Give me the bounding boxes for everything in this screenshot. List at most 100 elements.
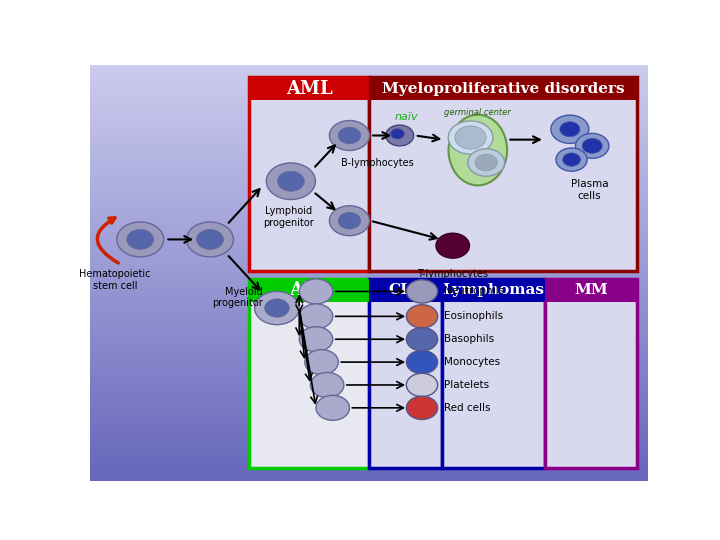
Bar bbox=[90, 268, 648, 273]
Circle shape bbox=[391, 129, 404, 139]
Bar bbox=[90, 402, 648, 406]
Bar bbox=[90, 327, 648, 331]
Circle shape bbox=[300, 327, 333, 352]
Bar bbox=[90, 140, 648, 144]
Bar bbox=[90, 127, 648, 131]
Bar bbox=[90, 265, 648, 268]
Bar bbox=[90, 239, 648, 244]
Bar bbox=[90, 476, 648, 481]
Circle shape bbox=[127, 230, 153, 249]
Bar bbox=[90, 98, 648, 102]
Bar bbox=[90, 202, 648, 206]
Bar bbox=[90, 114, 648, 119]
Bar bbox=[90, 144, 648, 148]
Bar bbox=[90, 331, 648, 335]
Text: Platelets: Platelets bbox=[444, 380, 490, 390]
Bar bbox=[90, 156, 648, 160]
Circle shape bbox=[277, 171, 305, 191]
Bar bbox=[90, 472, 648, 476]
Bar bbox=[90, 185, 648, 190]
FancyBboxPatch shape bbox=[249, 77, 369, 100]
Bar bbox=[90, 356, 648, 360]
Bar bbox=[90, 410, 648, 414]
Bar bbox=[90, 85, 648, 90]
Circle shape bbox=[455, 126, 486, 149]
Circle shape bbox=[338, 127, 361, 144]
Bar bbox=[90, 381, 648, 385]
Circle shape bbox=[266, 163, 315, 199]
Circle shape bbox=[386, 125, 414, 146]
Bar bbox=[90, 119, 648, 123]
Circle shape bbox=[300, 304, 333, 329]
Bar bbox=[90, 177, 648, 181]
Bar bbox=[90, 281, 648, 285]
Circle shape bbox=[551, 115, 589, 144]
Bar bbox=[90, 131, 648, 136]
FancyBboxPatch shape bbox=[545, 279, 637, 468]
Circle shape bbox=[562, 153, 580, 166]
Bar bbox=[90, 289, 648, 294]
Bar bbox=[90, 322, 648, 327]
Circle shape bbox=[186, 222, 233, 257]
Bar bbox=[90, 65, 648, 69]
Bar bbox=[90, 285, 648, 289]
Circle shape bbox=[265, 299, 289, 317]
Text: Neutrophils: Neutrophils bbox=[444, 286, 505, 296]
Circle shape bbox=[406, 396, 438, 420]
Bar bbox=[90, 219, 648, 223]
Bar bbox=[90, 319, 648, 322]
Bar bbox=[90, 214, 648, 219]
Bar bbox=[90, 422, 648, 427]
Bar bbox=[90, 302, 648, 306]
Bar bbox=[90, 244, 648, 248]
Text: Basophils: Basophils bbox=[444, 334, 495, 344]
Circle shape bbox=[117, 222, 163, 257]
FancyBboxPatch shape bbox=[369, 77, 637, 271]
Bar bbox=[90, 435, 648, 439]
Circle shape bbox=[329, 206, 369, 235]
Bar bbox=[90, 389, 648, 393]
Bar bbox=[90, 165, 648, 168]
Text: Myeloproliferative disorders: Myeloproliferative disorders bbox=[382, 82, 624, 96]
Text: Plasma
cells: Plasma cells bbox=[570, 179, 608, 201]
Bar bbox=[90, 377, 648, 381]
FancyBboxPatch shape bbox=[249, 279, 369, 302]
Bar bbox=[90, 364, 648, 368]
FancyBboxPatch shape bbox=[441, 279, 545, 302]
Bar bbox=[90, 406, 648, 410]
Bar bbox=[90, 314, 648, 319]
Bar bbox=[90, 456, 648, 460]
Bar bbox=[90, 248, 648, 252]
Text: Lymphomas: Lymphomas bbox=[442, 284, 544, 298]
Bar bbox=[90, 152, 648, 156]
FancyBboxPatch shape bbox=[369, 279, 441, 468]
Circle shape bbox=[468, 149, 505, 176]
Bar bbox=[90, 335, 648, 339]
Bar bbox=[90, 90, 648, 94]
Bar bbox=[90, 173, 648, 177]
Bar bbox=[90, 277, 648, 281]
Bar bbox=[90, 194, 648, 198]
Bar bbox=[90, 231, 648, 235]
Bar bbox=[90, 227, 648, 231]
Bar bbox=[90, 111, 648, 114]
Bar bbox=[90, 451, 648, 456]
Bar bbox=[90, 106, 648, 111]
Bar bbox=[90, 393, 648, 397]
FancyBboxPatch shape bbox=[249, 279, 369, 468]
Bar bbox=[90, 160, 648, 165]
Bar bbox=[90, 94, 648, 98]
Text: MM: MM bbox=[574, 284, 608, 298]
Circle shape bbox=[406, 305, 438, 328]
Bar bbox=[90, 198, 648, 202]
Bar bbox=[90, 439, 648, 443]
Bar bbox=[90, 368, 648, 373]
Bar bbox=[90, 298, 648, 302]
Bar bbox=[90, 418, 648, 422]
Bar bbox=[90, 310, 648, 314]
Circle shape bbox=[575, 133, 609, 158]
Bar bbox=[90, 294, 648, 298]
Circle shape bbox=[449, 121, 493, 154]
Text: Monocytes: Monocytes bbox=[444, 357, 500, 367]
Text: Myeloid
progenitor: Myeloid progenitor bbox=[212, 287, 263, 308]
